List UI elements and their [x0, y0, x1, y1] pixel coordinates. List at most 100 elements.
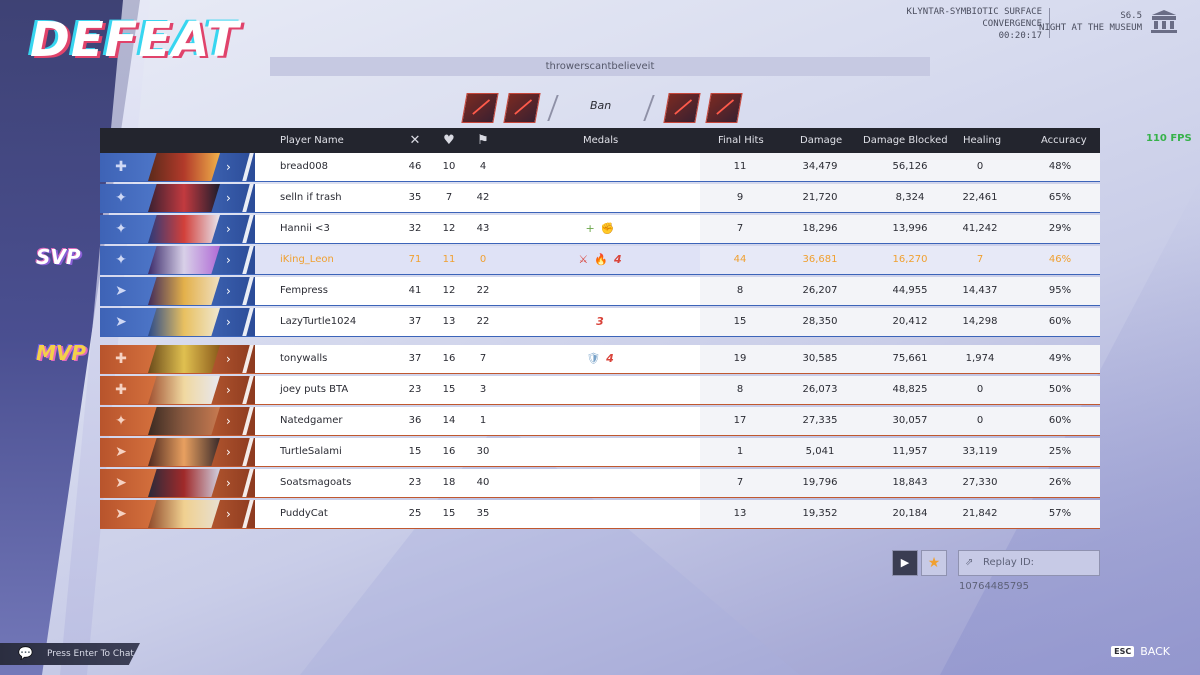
player-name[interactable]: Hannii <3 — [280, 223, 330, 234]
player-row[interactable]: ➤ › LazyTurtle1024 37 13 22 3 15 28,350 20,412 14,… — [100, 308, 1100, 337]
banned-hero-slot — [503, 93, 541, 123]
damage: 36,681 — [802, 254, 838, 265]
player-row[interactable]: ➤ › Soatsmagoats 23 18 40 7 19,796 18,843 27,330 2… — [100, 469, 1100, 498]
accuracy: 60% — [1048, 415, 1072, 426]
player-row[interactable]: ✚ › bread008 46 10 4 11 34,479 56,126 0 48% — [100, 153, 1100, 182]
player-row[interactable]: ✦ › Natedgamer 36 14 1 17 27,335 30,057 0 60% — [100, 407, 1100, 436]
expand-chevron-icon[interactable]: › — [226, 160, 231, 174]
player-name[interactable]: iKing_Leon — [280, 254, 334, 265]
medal-icon: + — [585, 222, 595, 235]
expand-chevron-icon[interactable]: › — [226, 383, 231, 397]
player-name[interactable]: tonywalls — [280, 353, 328, 364]
scoreboard: Player Name ✕ ♥ ⚑ Medals Final Hits Dama… — [100, 128, 1100, 531]
damage: 30,585 — [802, 353, 838, 364]
damage: 5,041 — [805, 446, 835, 457]
replay-id-button[interactable]: ⇗ Replay ID: 10764485795 — [958, 550, 1100, 592]
header-healing: Healing — [963, 135, 1002, 146]
hero-portrait: ➤ › — [100, 500, 255, 528]
role-vanguard-icon: ✚ — [115, 159, 127, 175]
healing: 33,119 — [962, 446, 998, 457]
player-row[interactable]: ➤ › Fempress 41 12 22 8 26,207 44,955 14,437 95% — [100, 277, 1100, 306]
stat-background — [700, 153, 1100, 181]
expand-chevron-icon[interactable]: › — [226, 222, 231, 236]
healing: 0 — [976, 161, 984, 172]
hero-image — [148, 500, 220, 528]
damage-blocked: 20,412 — [892, 316, 928, 327]
player-row[interactable]: ✦ › iKing_Leon 71 11 0 ⚔ 🔥 4 44 36,681 16,270 7 46% — [100, 246, 1100, 275]
player-row[interactable]: ➤ › TurtleSalami 15 16 30 1 5,041 11,957 33,119 25… — [100, 438, 1100, 467]
map-info: KLYNTAR-SYMBIOTIC SURFACE CONVERGENCE 00… — [907, 6, 1042, 42]
damage: 26,207 — [802, 285, 838, 296]
player-name[interactable]: Fempress — [280, 285, 328, 296]
expand-chevron-icon[interactable]: › — [226, 284, 231, 298]
stat-background — [700, 215, 1100, 243]
role-vanguard-icon: ✚ — [115, 351, 127, 367]
role-duelist-icon: ✦ — [115, 413, 127, 429]
accuracy: 50% — [1048, 384, 1072, 395]
damage-blocked: 75,661 — [892, 353, 928, 364]
hero-portrait: ➤ › — [100, 438, 255, 466]
player-name[interactable]: Soatsmagoats — [280, 477, 352, 488]
back-button[interactable]: ESC BACK — [1111, 645, 1170, 658]
player-name[interactable]: joey puts BTA — [280, 384, 349, 395]
player-name[interactable]: TurtleSalami — [280, 446, 342, 457]
stat-background — [700, 376, 1100, 404]
expand-chevron-icon[interactable]: › — [226, 414, 231, 428]
medals: ⚔ 🔥 4 — [570, 246, 630, 275]
kills: 37 — [408, 316, 422, 327]
role-strategist-icon: ➤ — [115, 314, 127, 330]
kills: 46 — [408, 161, 422, 172]
role-strategist-icon: ➤ — [115, 283, 127, 299]
medals: + ✊ — [570, 215, 630, 244]
hero-image — [148, 246, 220, 274]
expand-chevron-icon[interactable]: › — [226, 315, 231, 329]
hero-portrait: ✚ › — [100, 345, 255, 373]
hero-image — [148, 345, 220, 373]
assists: 3 — [479, 384, 487, 395]
hero-portrait: ➤ › — [100, 469, 255, 497]
hero-image — [148, 469, 220, 497]
player-row[interactable]: ➤ › PuddyCat 25 15 35 13 19,352 20,184 21,842 57% — [100, 500, 1100, 529]
assists: 7 — [479, 353, 487, 364]
player-name[interactable]: Natedgamer — [280, 415, 343, 426]
kills: 23 — [408, 384, 422, 395]
fps-counter: 110 FPS — [1146, 133, 1192, 144]
healing: 41,242 — [962, 223, 998, 234]
damage: 27,335 — [802, 415, 838, 426]
play-replay-button[interactable]: ▶ — [892, 550, 918, 576]
expand-chevron-icon[interactable]: › — [226, 352, 231, 366]
expand-chevron-icon[interactable]: › — [226, 476, 231, 490]
final-hits: 13 — [733, 508, 747, 519]
damage: 19,796 — [802, 477, 838, 488]
hero-portrait: ➤ › — [100, 277, 255, 305]
stat-background — [700, 500, 1100, 528]
hero-portrait: ✚ › — [100, 153, 255, 181]
final-hits: 7 — [736, 477, 744, 488]
expand-chevron-icon[interactable]: › — [226, 445, 231, 459]
expand-chevron-icon[interactable]: › — [226, 507, 231, 521]
damage: 19,352 — [802, 508, 838, 519]
player-row[interactable]: ✦ › selln if trash 35 7 42 9 21,720 8,324 22,461 6… — [100, 184, 1100, 213]
player-name[interactable]: LazyTurtle1024 — [280, 316, 357, 327]
expand-chevron-icon[interactable]: › — [226, 191, 231, 205]
chat-prompt: Press Enter To Chat — [47, 649, 134, 659]
player-name[interactable]: bread008 — [280, 161, 328, 172]
deaths: 16 — [442, 353, 456, 364]
player-row[interactable]: ✚ › tonywalls 37 16 7 🛡 4 19 30,585 75,661 1,974 49% — [100, 345, 1100, 374]
hero-portrait: ✦ › — [100, 215, 255, 243]
stat-background — [700, 407, 1100, 435]
damage-blocked: 11,957 — [892, 446, 928, 457]
match-result-title: DEFEAT — [30, 12, 240, 68]
chat-bar[interactable]: 💬 Press Enter To Chat — [0, 643, 140, 665]
assists: 0 — [479, 254, 487, 265]
stat-background — [700, 277, 1100, 305]
favorite-button[interactable]: ★ — [921, 550, 947, 576]
role-strategist-icon: ➤ — [115, 444, 127, 460]
expand-chevron-icon[interactable]: › — [226, 253, 231, 267]
player-row[interactable]: ✚ › joey puts BTA 23 15 3 8 26,073 48,825 0 50% — [100, 376, 1100, 405]
player-name[interactable]: selln if trash — [280, 192, 342, 203]
player-row[interactable]: ✦ › Hannii <3 32 12 43 + ✊ 7 18,296 13,996 41,242 29… — [100, 215, 1100, 244]
header-final-hits: Final Hits — [718, 135, 764, 146]
hero-portrait: ✚ › — [100, 376, 255, 404]
player-name[interactable]: PuddyCat — [280, 508, 328, 519]
